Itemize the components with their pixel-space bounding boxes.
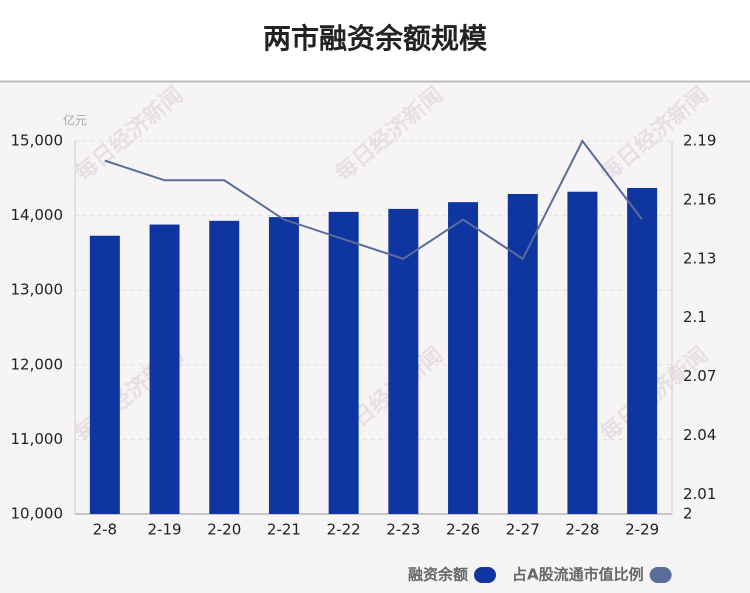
bar <box>149 224 180 514</box>
x-tick-label: 2-20 <box>207 521 241 539</box>
x-tick-label: 2-29 <box>625 521 659 539</box>
x-tick-label: 2-8 <box>93 521 118 539</box>
bar <box>89 235 120 514</box>
legend-swatch <box>474 567 497 583</box>
y2-tick-label: 2.13 <box>683 249 716 267</box>
y-tick-label: 14,000 <box>11 206 64 224</box>
x-tick-label: 2-21 <box>267 521 301 539</box>
y2-tick-label: 2.19 <box>683 132 716 150</box>
line <box>104 139 643 261</box>
bar <box>507 193 538 514</box>
y-tick-label: 12,000 <box>11 355 64 373</box>
x-tick-label: 2-26 <box>446 521 480 539</box>
y2-tick-label: 2.07 <box>683 367 716 385</box>
y-tick-label: 10,000 <box>11 505 64 523</box>
y2-tick-label: 2 <box>683 505 693 523</box>
x-tick-label: 2-22 <box>327 521 361 539</box>
y2-tick-label: 2.1 <box>683 308 707 326</box>
y-tick-label: 15,000 <box>11 132 64 150</box>
x-tick-label: 2-23 <box>386 521 420 539</box>
x-tick-label: 2-28 <box>565 521 599 539</box>
x-tick-label: 2-19 <box>148 521 182 539</box>
y-tick-label: 11,000 <box>11 430 64 448</box>
legend-label: 占A股流通市值比例 <box>512 566 644 584</box>
bar <box>448 202 479 514</box>
chart-title: 两市融资余额规模 <box>263 22 488 55</box>
bar <box>567 191 598 514</box>
bar <box>328 211 359 514</box>
y2-tick-label: 2.16 <box>683 190 716 208</box>
y2-tick-label: 2.04 <box>683 426 716 444</box>
y-tick-label: 13,000 <box>11 281 64 299</box>
y2-tick-label: 2.01 <box>683 485 716 503</box>
watermark: 每日经济新闻 <box>70 82 188 187</box>
title-band <box>0 0 750 81</box>
y-unit: 亿元 <box>63 113 87 128</box>
watermark: 每日经济新闻 <box>330 82 448 187</box>
legend-swatch <box>649 567 672 583</box>
bar <box>627 187 658 515</box>
bar <box>268 217 299 515</box>
bar <box>209 220 240 514</box>
x-tick-label: 2-27 <box>506 521 540 539</box>
legend-label: 融资余额 <box>408 566 468 584</box>
